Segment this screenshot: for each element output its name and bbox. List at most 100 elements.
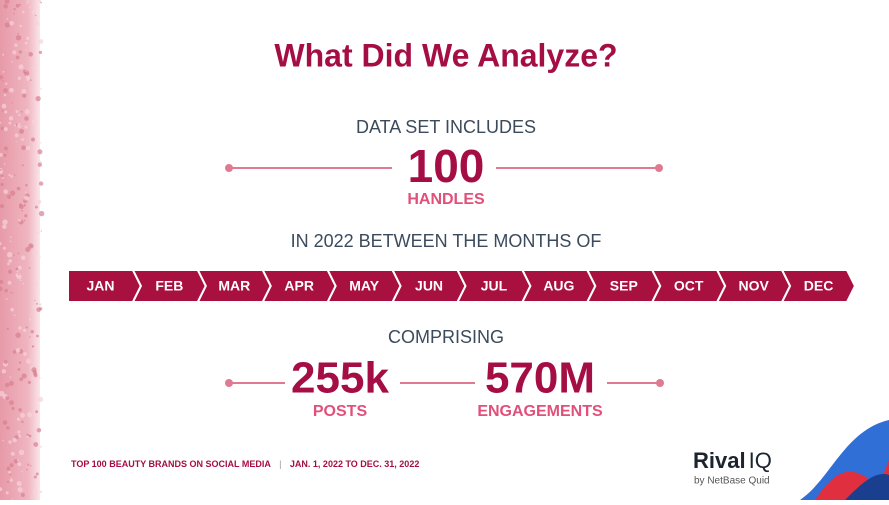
speckle: [28, 434, 32, 438]
speckle: [35, 21, 40, 26]
speckle: [0, 182, 4, 187]
speckle: [24, 41, 28, 45]
speckle: [5, 491, 9, 495]
speckle: [3, 146, 8, 151]
title: What Did We Analyze?: [274, 37, 617, 73]
speckle: [3, 127, 8, 132]
stat-value: 255k: [291, 354, 389, 403]
logo-tagline: by NetBase Quid: [694, 476, 770, 487]
speckle: [35, 410, 39, 414]
speckle: [34, 283, 38, 287]
speckle: [8, 174, 11, 177]
speckle: [8, 121, 12, 125]
speckle: [18, 50, 22, 54]
speckle: [0, 487, 3, 492]
speckle: [18, 113, 21, 117]
speckle: [13, 458, 19, 464]
speckle: [21, 10, 25, 14]
speckle: [4, 110, 8, 114]
speckle: [24, 214, 28, 218]
speckle: [17, 459, 20, 462]
month-label: MAR: [218, 278, 250, 294]
speckle: [17, 252, 20, 254]
speckle: [22, 93, 27, 98]
speckle: [32, 205, 35, 207]
speckle: [24, 191, 27, 193]
speckle: [15, 3, 20, 8]
speckle: [19, 3, 22, 6]
month-chevron: [780, 269, 857, 303]
speckle: [37, 162, 42, 167]
speckle: [19, 279, 22, 282]
speckle: [4, 288, 8, 293]
speckle: [7, 151, 9, 153]
speckle: [26, 468, 28, 471]
speckle: [16, 480, 22, 487]
speckle: [33, 250, 39, 255]
speckle: [17, 487, 23, 493]
speckle: [21, 145, 26, 151]
stat-value: 570M: [485, 354, 595, 403]
speckle: [34, 205, 38, 209]
speckle: [32, 67, 35, 70]
speckle: [13, 124, 17, 127]
speckle: [10, 291, 13, 294]
speckle: [21, 420, 24, 423]
speckle: [23, 204, 26, 207]
speckle: [8, 440, 12, 444]
speckle: [32, 489, 38, 495]
speckle: [2, 53, 5, 56]
speckle: [25, 246, 31, 253]
speckle: [29, 159, 32, 161]
month-label: JUL: [481, 278, 508, 294]
speckle: [26, 435, 29, 439]
speckle: [29, 79, 32, 81]
speckle: [28, 243, 34, 249]
speckle: [18, 203, 23, 207]
speckle: [35, 95, 41, 102]
speckle: [19, 24, 22, 28]
speckle: [2, 224, 7, 229]
speckle: [13, 314, 16, 317]
speckle: [3, 88, 8, 93]
speckle: [38, 50, 43, 55]
speckle: [12, 437, 17, 443]
speckle: [36, 302, 38, 305]
speckle: [21, 209, 24, 212]
speckle: [17, 265, 22, 270]
speckle: [0, 174, 4, 178]
speckle: [32, 305, 36, 309]
month-label: APR: [284, 278, 314, 294]
speckle: [9, 400, 14, 406]
speckle: [15, 267, 19, 271]
speckle: [6, 327, 9, 330]
speckle: [18, 361, 22, 364]
speckle: [10, 307, 14, 312]
speckle: [9, 478, 13, 482]
logo-suffix: IQ: [749, 448, 772, 473]
speckle: [9, 240, 12, 243]
speckle: [39, 303, 42, 306]
speckle: [15, 34, 22, 41]
month-label: MAY: [349, 278, 379, 294]
speckle: [9, 463, 14, 468]
speckle: [8, 269, 13, 274]
speckle: [14, 133, 19, 138]
speckle: [0, 126, 5, 131]
stat-label: ENGAGEMENTS: [477, 403, 603, 420]
speckle: [15, 110, 19, 114]
month-row: JAN FEB MAR APR MAY JUN JUL AUG SEP OCT NOV DEC: [67, 269, 857, 303]
speckle: [5, 298, 8, 300]
speckle: [17, 32, 19, 35]
dataset-heading: DATA SET INCLUDES: [356, 117, 536, 137]
speckle: [33, 442, 39, 447]
footer-right: JAN. 1, 2022 TO DEC. 31, 2022: [290, 459, 419, 469]
logo-name: Rival IQ: [693, 448, 772, 473]
speckle: [31, 10, 35, 14]
speckle: [3, 153, 7, 157]
speckle: [35, 472, 39, 476]
speckle: [10, 451, 15, 456]
speckle: [15, 55, 20, 60]
month-label: OCT: [674, 278, 704, 294]
